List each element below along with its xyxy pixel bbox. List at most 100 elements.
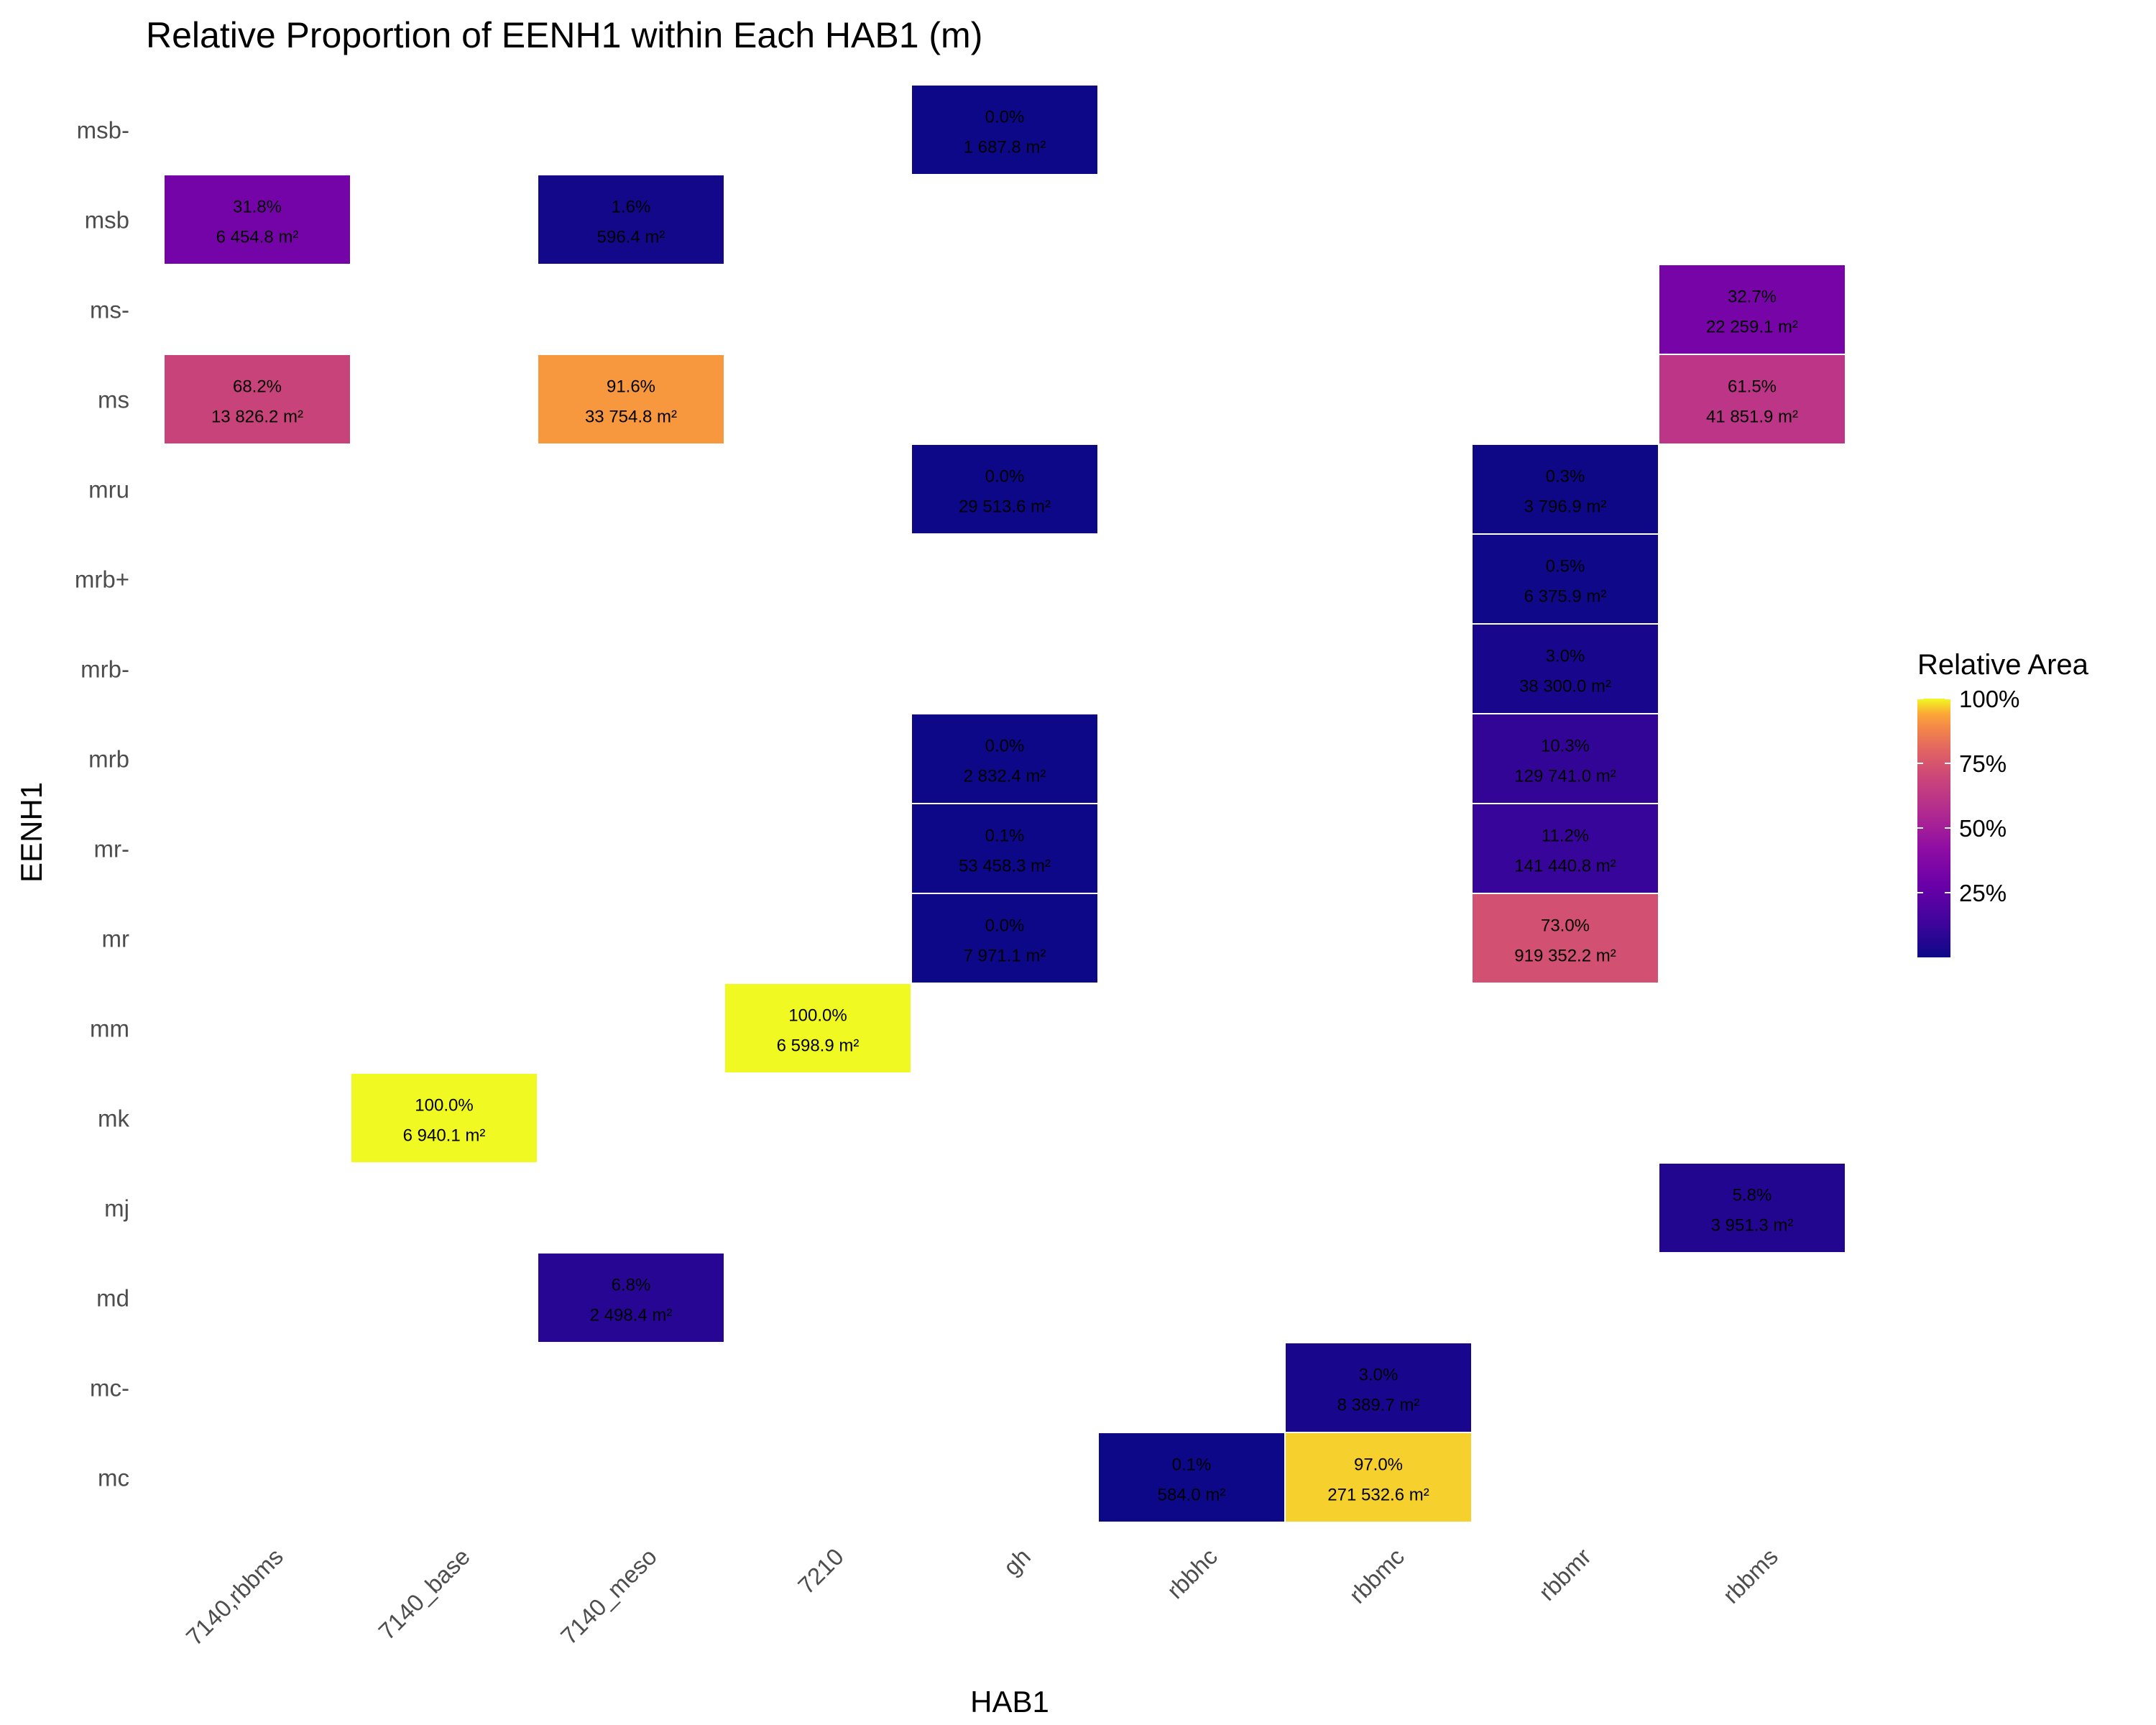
heatmap-cell-rect [1473, 625, 1658, 713]
cell-percent-label: 0.1% [985, 827, 1025, 846]
heatmap-cell: 3.0% 38 300.0 m² [1473, 625, 1658, 713]
x-tick-label: rbbmc [1344, 1543, 1409, 1609]
x-tick-label: 7140,rbbms [181, 1543, 288, 1650]
y-tick-label: mc [98, 1465, 129, 1491]
cell-percent-label: 100.0% [415, 1096, 473, 1116]
cell-area-label: 919 352.2 m² [1514, 947, 1616, 966]
heatmap-cell-rect [912, 86, 1097, 174]
cell-area-label: 6 940.1 m² [403, 1126, 486, 1146]
cell-percent-label: 1.6% [612, 198, 651, 217]
cell-area-label: 29 513.6 m² [959, 497, 1051, 517]
cell-area-label: 2 832.4 m² [964, 767, 1046, 786]
cell-percent-label: 97.0% [1354, 1455, 1403, 1475]
heatmap-cell-rect [1659, 1164, 1845, 1252]
legend-ticks: 100% 75% 50% 25% [1917, 686, 2019, 906]
heatmap-cell: 3.0% 8 389.7 m² [1286, 1343, 1471, 1432]
heatmap-cell-rect [1286, 1343, 1471, 1432]
cell-percent-label: 100.0% [788, 1006, 847, 1026]
heatmap-cell-rect [165, 175, 350, 264]
legend-title: Relative Area [1917, 649, 2089, 681]
heatmap-cell-rect [1659, 265, 1845, 354]
heatmap-cell-rect [1473, 714, 1658, 803]
cell-percent-label: 0.0% [985, 108, 1025, 127]
heatmap-cell-rect [912, 894, 1097, 983]
cell-area-label: 8 389.7 m² [1337, 1396, 1420, 1415]
x-tick-label: 7210 [793, 1543, 849, 1599]
heatmap-cell: 0.0% 1 687.8 m² [912, 86, 1097, 174]
heatmap-cells: 0.0% 1 687.8 m² 31.8% 6 454.8 m² 1.6% 596.4 m… [165, 86, 1845, 1522]
y-tick-label: mru [88, 477, 129, 503]
heatmap-cell: 31.8% 6 454.8 m² [165, 175, 350, 264]
heatmap-cell: 5.8% 3 951.3 m² [1659, 1164, 1845, 1252]
heatmap-cell: 10.3% 129 741.0 m² [1473, 714, 1658, 803]
y-tick-label: msb- [77, 117, 129, 144]
y-tick-label: mrb+ [75, 566, 129, 593]
x-tick-labels: 7140,rbbms 7140_base 7140_meso 7210 gh rbbhc r… [181, 1543, 1783, 1650]
y-tick-label: mrb- [80, 656, 129, 683]
cell-area-label: 129 741.0 m² [1514, 767, 1616, 786]
cell-area-label: 6 454.8 m² [216, 228, 299, 247]
legend-tick-label: 50% [1959, 815, 2007, 842]
y-tick-label: ms- [90, 297, 129, 323]
cell-area-label: 1 687.8 m² [964, 138, 1046, 157]
y-tick-labels: msb-msb ms-ms mru mrb+ mrb-mrb mr-mr mm mk mj md m… [75, 117, 130, 1491]
cell-area-label: 7 971.1 m² [964, 947, 1046, 966]
heatmap-cell: 1.6% 596.4 m² [538, 175, 724, 264]
heatmap-cell-rect [538, 175, 724, 264]
legend-tick-label: 25% [1959, 880, 2007, 906]
cell-percent-label: 11.2% [1542, 827, 1589, 846]
heatmap-cell: 68.2% 13 826.2 m² [165, 355, 350, 443]
heatmap-cell: 0.0% 29 513.6 m² [912, 445, 1097, 533]
x-axis-title: HAB1 [970, 1685, 1049, 1719]
heatmap-cell: 100.0% 6 940.1 m² [351, 1074, 537, 1162]
heatmap-cell: 6.8% 2 498.4 m² [538, 1254, 724, 1342]
heatmap-cell-rect [1473, 535, 1658, 623]
cell-area-label: 3 796.9 m² [1524, 497, 1607, 517]
heatmap-cell: 73.0% 919 352.2 m² [1473, 894, 1658, 983]
heatmap-cell-rect [1473, 804, 1658, 893]
cell-percent-label: 61.5% [1728, 377, 1777, 397]
cell-percent-label: 6.8% [612, 1276, 651, 1295]
heatmap-cell: 100.0% 6 598.9 m² [725, 984, 911, 1072]
cell-area-label: 13 826.2 m² [211, 408, 303, 427]
y-axis-title: EENH1 [14, 782, 48, 883]
heatmap-cell: 11.2% 141 440.8 m² [1473, 804, 1658, 893]
cell-percent-label: 10.3% [1541, 737, 1590, 756]
chart-title: Relative Proportion of EENH1 within Each… [146, 15, 982, 55]
cell-percent-label: 91.6% [607, 377, 655, 397]
legend: Relative Area 100% 75% 50% 25% [1917, 649, 2089, 957]
heatmap-cell: 0.1% 53 458.3 m² [912, 804, 1097, 893]
cell-percent-label: 68.2% [233, 377, 282, 397]
heatmap-cell-rect [538, 355, 724, 443]
cell-area-label: 3 951.3 m² [1711, 1216, 1794, 1236]
heatmap-cell: 0.5% 6 375.9 m² [1473, 535, 1658, 623]
heatmap-cell: 32.7% 22 259.1 m² [1659, 265, 1845, 354]
y-tick-label: mr- [94, 836, 129, 862]
cell-percent-label: 0.0% [985, 916, 1025, 936]
heatmap-cell: 0.3% 3 796.9 m² [1473, 445, 1658, 533]
heatmap-cell-rect [351, 1074, 537, 1162]
cell-area-label: 6 598.9 m² [777, 1036, 860, 1056]
heatmap-cell-rect [1473, 445, 1658, 533]
y-tick-label: msb [85, 207, 129, 234]
cell-area-label: 33 754.8 m² [585, 408, 677, 427]
heatmap-cell: 0.0% 7 971.1 m² [912, 894, 1097, 983]
heatmap-cell: 0.1% 584.0 m² [1099, 1433, 1284, 1522]
y-tick-label: md [96, 1285, 129, 1312]
heatmap-cell-rect [1286, 1433, 1471, 1522]
cell-percent-label: 73.0% [1541, 916, 1590, 936]
cell-percent-label: 0.0% [985, 737, 1025, 756]
cell-percent-label: 3.0% [1359, 1366, 1399, 1385]
legend-tick-label: 100% [1959, 686, 2019, 712]
heatmap-cell: 0.0% 2 832.4 m² [912, 714, 1097, 803]
cell-area-label: 584.0 m² [1158, 1486, 1226, 1505]
x-tick-label: 7140_meso [556, 1543, 662, 1650]
cell-area-label: 271 532.6 m² [1327, 1486, 1429, 1505]
y-tick-label: ms [98, 387, 129, 413]
y-tick-label: mc- [90, 1375, 129, 1402]
cell-percent-label: 32.7% [1728, 288, 1777, 307]
cell-area-label: 2 498.4 m² [590, 1306, 673, 1325]
heatmap-cell-rect [912, 804, 1097, 893]
cell-percent-label: 0.1% [1172, 1455, 1212, 1475]
